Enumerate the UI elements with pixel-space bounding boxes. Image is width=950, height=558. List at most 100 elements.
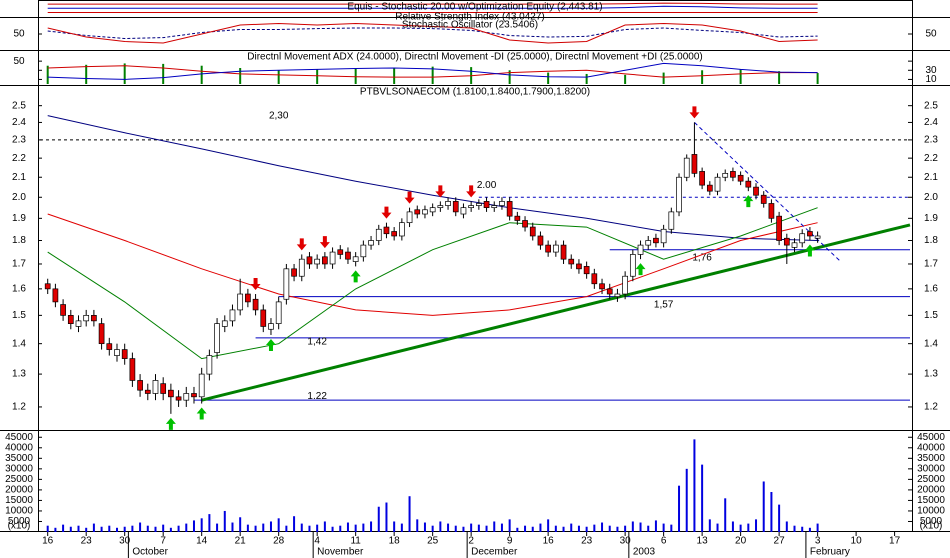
x-tick-label: 20: [735, 536, 747, 547]
y-tick-label: 1.4: [924, 338, 938, 349]
y-tick-label: 50: [925, 29, 937, 40]
candle-body: [67, 315, 74, 324]
candle-body: [129, 358, 136, 381]
candle-body: [714, 176, 721, 192]
candle-body: [291, 268, 297, 277]
candle-body: [298, 258, 305, 277]
month-label: December: [471, 547, 518, 558]
y-tick-label: 1.2: [12, 402, 26, 413]
indicator-line: [47, 62, 818, 80]
y-tick-label: 2.5: [12, 100, 26, 111]
candle-body: [653, 237, 659, 244]
buy-arrow: [165, 417, 176, 430]
month-label: November: [317, 547, 364, 558]
sell-arrow: [381, 206, 392, 219]
candle-body: [629, 254, 636, 277]
candle-body: [552, 244, 559, 253]
y-tick-label: 2.2: [924, 153, 938, 164]
x-tick-label: 16: [543, 536, 555, 547]
buy-arrow: [635, 263, 646, 276]
candle-body: [483, 201, 490, 209]
candle-body: [429, 207, 436, 213]
y-tick-label: 10000: [5, 506, 33, 517]
candle-body: [691, 154, 698, 174]
indicator-line: [47, 2, 818, 5]
candle-body: [783, 237, 790, 246]
x-tick-label: 30: [119, 536, 131, 547]
candle-body: [576, 263, 582, 270]
candle-body: [537, 235, 544, 246]
y-tick-label: 30000: [5, 463, 33, 474]
y-tick-label: 35000: [917, 453, 945, 464]
candle-body: [168, 389, 174, 398]
y-tick-label: 1.9: [12, 213, 26, 224]
y-tick-label: 40000: [917, 442, 945, 453]
candle-body: [322, 256, 328, 265]
sell-arrow: [689, 106, 700, 119]
level-label: 1,57: [654, 299, 674, 310]
x-tick-label: 2: [468, 536, 474, 547]
candle-body: [206, 355, 213, 375]
candle-body: [306, 256, 313, 265]
candle-body: [314, 258, 321, 265]
month-label: February: [810, 547, 850, 558]
y-tick-label: 2.2: [12, 153, 26, 164]
candle-body: [645, 240, 652, 246]
candle-body: [275, 301, 282, 324]
x-tick-label: 30: [620, 536, 632, 547]
y-tick-label: 5000: [920, 516, 943, 527]
candle-body: [468, 205, 475, 209]
candle-body: [98, 323, 105, 345]
y-tick-label: 45000: [5, 432, 33, 443]
candle-body: [753, 186, 759, 196]
y-tick-label: 1.9: [924, 213, 938, 224]
candle-body: [614, 293, 621, 297]
moving-average: [47, 207, 818, 360]
y-tick-label: 2.1: [924, 172, 938, 183]
candle-body: [368, 240, 374, 246]
candle-body: [329, 251, 336, 265]
candle-body: [499, 201, 505, 206]
y-tick-label: 1.2: [924, 402, 938, 413]
sell-arrow: [466, 185, 477, 198]
x-tick-label: 23: [81, 536, 93, 547]
y-tick-label: 20000: [917, 485, 945, 496]
candle-body: [183, 393, 190, 401]
candle-body: [352, 256, 359, 262]
candle-body: [345, 251, 351, 260]
candle-body: [668, 211, 675, 230]
candle-body: [337, 249, 344, 255]
y-tick-label: 50: [13, 29, 25, 40]
level-label: 1.22: [307, 391, 327, 402]
candle-body: [283, 268, 290, 300]
y-tick-label: 2.5: [924, 100, 938, 111]
candle-body: [599, 283, 605, 290]
buy-arrow: [350, 270, 361, 283]
candle-body: [475, 203, 482, 206]
candle-body: [121, 349, 128, 359]
legend-label: Stochastic Oscillator (23.5406): [402, 20, 538, 31]
candle-body: [591, 273, 598, 285]
candle-body: [375, 228, 382, 241]
moving-average: [47, 213, 818, 316]
candle-body: [529, 226, 536, 237]
buy-arrow: [265, 338, 276, 351]
candle-body: [768, 203, 775, 219]
y-tick-label: 1.6: [924, 284, 938, 295]
candle-body: [106, 343, 113, 350]
indicator-line: [47, 65, 818, 78]
candle-body: [445, 201, 451, 206]
candle-body: [676, 176, 682, 213]
candle-body: [706, 184, 713, 192]
month-label: 2003: [633, 547, 656, 558]
y-tick-label: 1.5: [12, 310, 26, 321]
y-tick-label: 10: [925, 74, 937, 85]
candle-body: [268, 323, 274, 330]
candle-body: [144, 389, 151, 394]
x-tick-label: 23: [581, 536, 593, 547]
y-tick-label: 1.8: [12, 235, 26, 246]
candle-body: [760, 194, 767, 204]
y-tick-label: 45000: [917, 432, 945, 443]
level-label: 1,76: [692, 252, 712, 263]
